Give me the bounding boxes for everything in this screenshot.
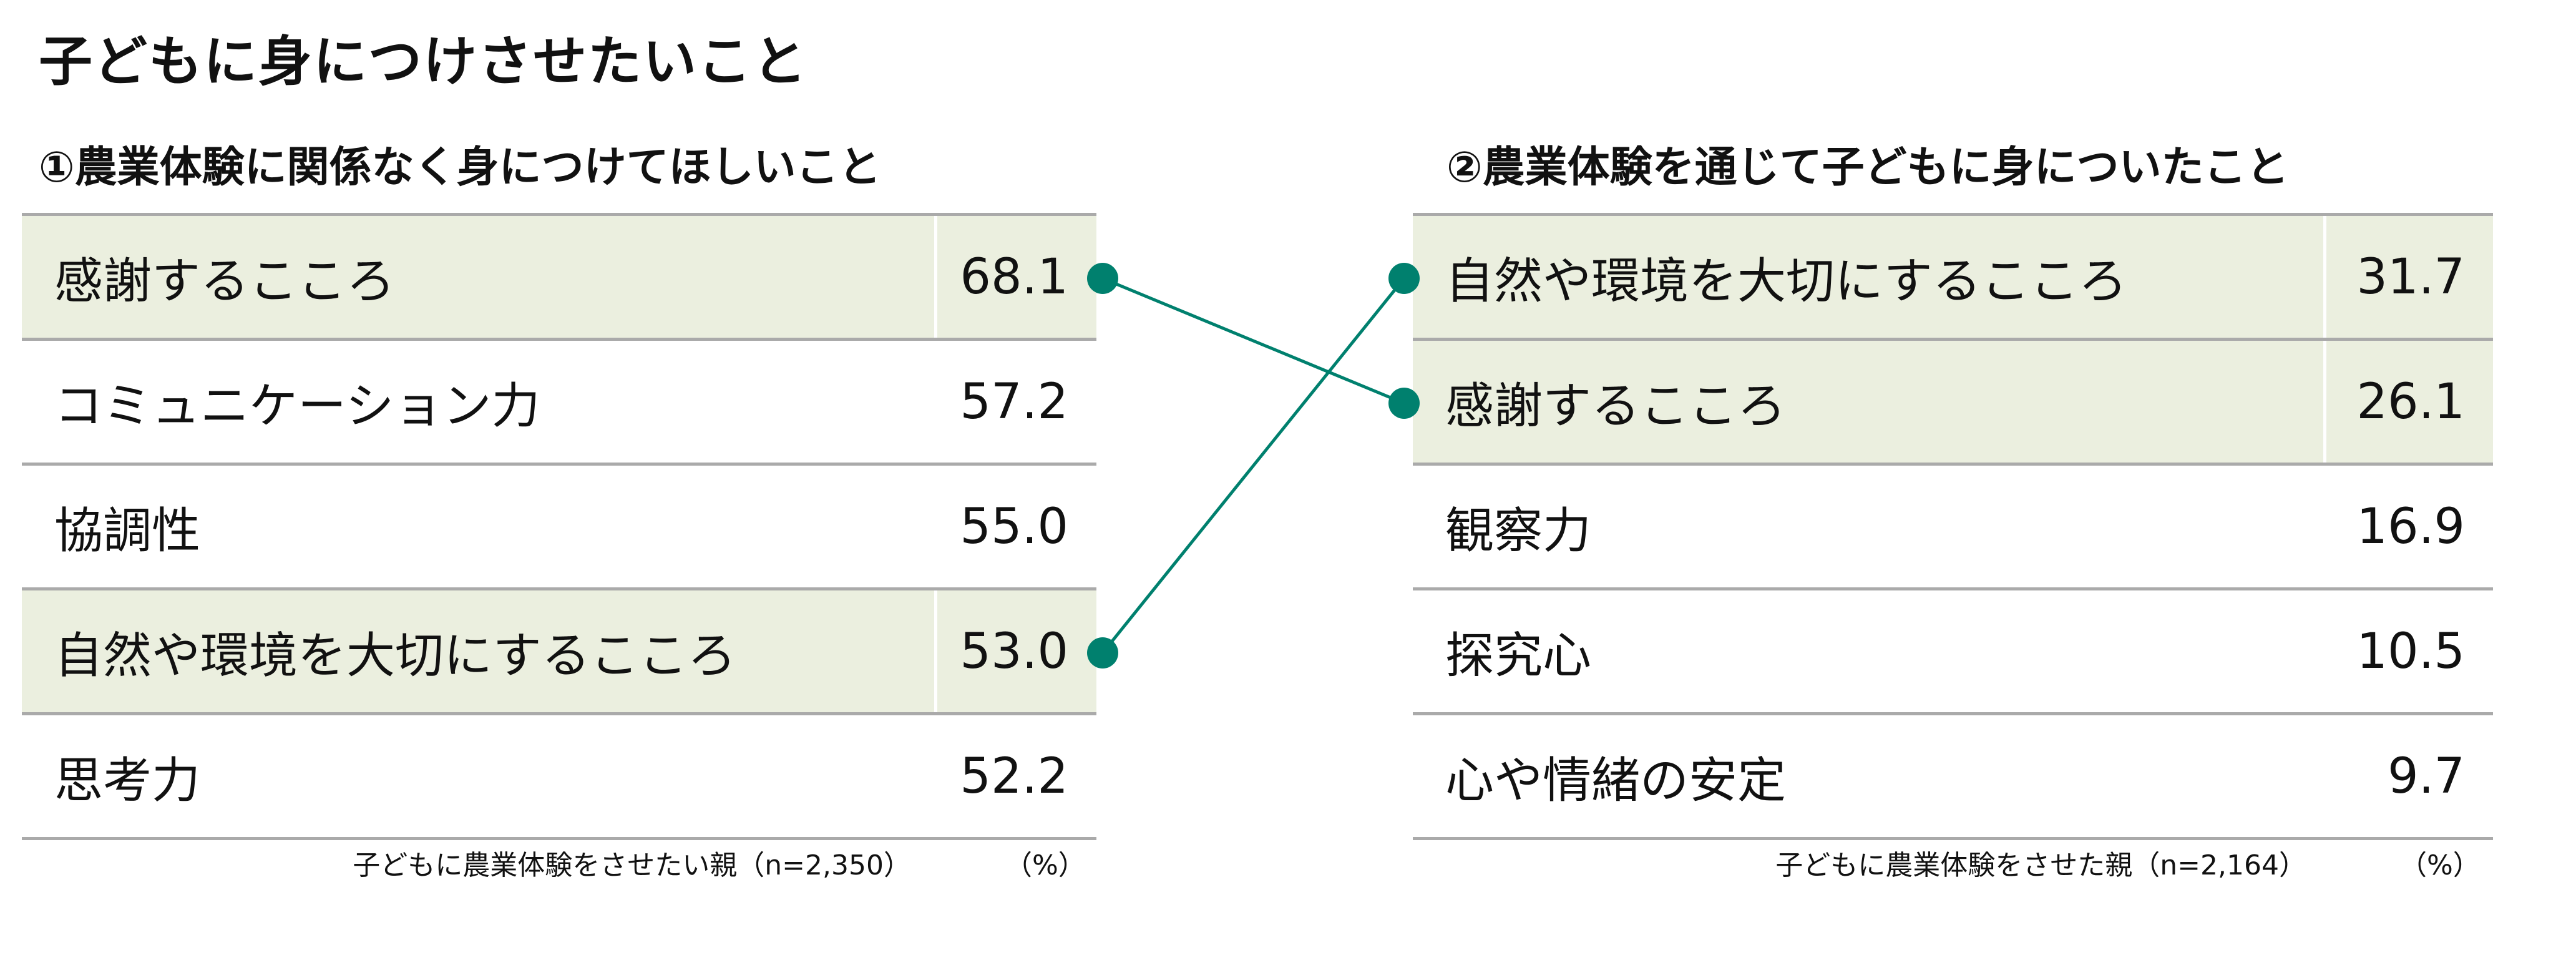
row-value: 26.1 xyxy=(2323,341,2493,463)
row-label: 協調性 xyxy=(54,502,201,559)
row-value: 55.0 xyxy=(934,466,1096,587)
table-row: 感謝するこころ 68.1 xyxy=(22,216,1096,341)
left-dot xyxy=(1087,263,1118,294)
right-dot xyxy=(1388,388,1420,419)
table-row: 協調性 55.0 xyxy=(22,466,1096,590)
row-label: コミュニケーション力 xyxy=(54,378,540,434)
connector-line xyxy=(1101,277,1405,654)
table-row: 観察力 16.9 xyxy=(1413,466,2493,590)
right-dot xyxy=(1388,263,1420,294)
table-row: 感謝するこころ 26.1 xyxy=(1413,341,2493,466)
row-label: 心や情緒の安定 xyxy=(1445,752,1787,809)
row-value: 31.7 xyxy=(2323,216,2493,338)
table-row: コミュニケーション力 57.2 xyxy=(22,341,1096,466)
left-unit: （%） xyxy=(1005,850,1086,881)
connector-line xyxy=(1102,277,1405,405)
table-row: 心や情緒の安定 9.7 xyxy=(1413,715,2493,840)
row-value: 68.1 xyxy=(934,216,1096,338)
row-value: 10.5 xyxy=(2323,590,2493,712)
row-value: 57.2 xyxy=(934,341,1096,463)
row-value: 52.2 xyxy=(934,715,1096,837)
row-label: 感謝するこころ xyxy=(1413,341,2323,463)
page-title: 子どもに身につけさせたいこと xyxy=(39,31,807,93)
row-value: 9.7 xyxy=(2323,715,2493,837)
row-value: 16.9 xyxy=(2323,466,2493,587)
left-table: 感謝するこころ 68.1 コミュニケーション力 57.2 協調性 55.0 自然や環境を大切… xyxy=(22,213,1096,840)
right-table: 自然や環境を大切にするこころ 31.7 感謝するこころ 26.1 観察力 16.9 探究心 1… xyxy=(1413,213,2493,840)
left-dot xyxy=(1087,637,1118,668)
right-unit: （%） xyxy=(2399,850,2481,881)
table-row: 探究心 10.5 xyxy=(1413,590,2493,715)
row-label: 自然や環境を大切にするこころ xyxy=(1413,216,2323,338)
row-label: 思考力 xyxy=(54,752,201,809)
right-sample-note: 子どもに農業体験をさせた親（n=2,164） xyxy=(1775,850,2306,881)
left-heading: ①農業体験に関係なく身につけてほしいこと xyxy=(39,143,881,192)
table-row: 自然や環境を大切にするこころ 53.0 xyxy=(22,590,1096,715)
left-sample-note: 子どもに農業体験をさせたい親（n=2,350） xyxy=(353,850,911,881)
right-heading: ②農業体験を通じて子どもに身についたこと xyxy=(1447,143,2289,192)
row-label: 観察力 xyxy=(1445,502,1592,559)
row-label: 感謝するこころ xyxy=(22,216,934,338)
table-row: 自然や環境を大切にするこころ 31.7 xyxy=(1413,216,2493,341)
table-row: 思考力 52.2 xyxy=(22,715,1096,840)
row-value: 53.0 xyxy=(934,590,1096,712)
row-label: 自然や環境を大切にするこころ xyxy=(22,590,934,712)
row-label: 探究心 xyxy=(1445,627,1592,684)
